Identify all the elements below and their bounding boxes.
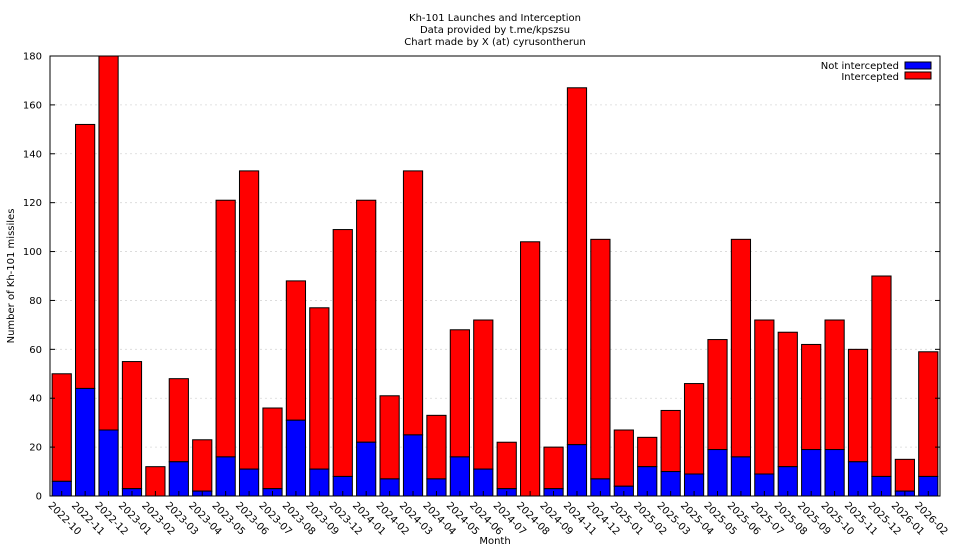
bar-intercepted-2024-07 bbox=[496, 441, 517, 490]
bar-intercepted-2026-02 bbox=[918, 351, 939, 477]
bar-not-intercepted-2025-10 bbox=[824, 449, 845, 497]
chart-title-line-2: Data provided by t.me/kpszsu bbox=[420, 25, 570, 36]
bar-intercepted-2024-02 bbox=[379, 395, 400, 480]
bar-not-intercepted-2025-09 bbox=[801, 449, 822, 497]
bar-not-intercepted-2023-05 bbox=[215, 456, 236, 497]
y-axis-ticks: 0 20 40 60 80 100 120 140 160 180 bbox=[23, 52, 940, 503]
bar-intercepted-2025-05 bbox=[707, 339, 728, 451]
y-tick-label: 20 bbox=[29, 443, 42, 454]
y-tick-label: 160 bbox=[23, 100, 42, 111]
bar-not-intercepted-2025-11 bbox=[847, 461, 869, 497]
y-tick-label: 0 bbox=[36, 492, 42, 503]
legend-swatch-intercepted bbox=[904, 71, 932, 80]
bar-intercepted-2026-01 bbox=[894, 458, 915, 492]
bar-intercepted-2023-03 bbox=[168, 378, 189, 463]
y-axis-label: Number of Kh-101 missiles bbox=[6, 209, 17, 344]
bar-intercepted-2024-04 bbox=[426, 414, 447, 480]
bar-intercepted-2025-08 bbox=[777, 331, 798, 468]
chart-title-line-3: Chart made by X (at) cyrusontherun bbox=[404, 37, 585, 48]
y-tick-label: 180 bbox=[23, 52, 42, 63]
bar-intercepted-2025-10 bbox=[824, 319, 845, 451]
y-tick-label: 140 bbox=[23, 149, 42, 160]
bar-intercepted-2022-11 bbox=[75, 123, 96, 389]
bar-intercepted-2023-01 bbox=[121, 361, 143, 490]
bar-intercepted-2023-06 bbox=[238, 170, 260, 470]
x-axis-ticks: 2022-102022-112022-122023-012023-022023-… bbox=[46, 491, 950, 538]
bar-intercepted-2023-07 bbox=[262, 407, 283, 490]
bar-intercepted-2024-09 bbox=[543, 446, 564, 490]
bar-not-intercepted-2025-05 bbox=[707, 449, 728, 497]
bar-not-intercepted-2023-08 bbox=[285, 419, 307, 497]
bar-not-intercepted-2025-06 bbox=[730, 456, 752, 497]
bar-not-intercepted-2024-11 bbox=[566, 444, 588, 497]
y-tick-label: 120 bbox=[23, 198, 42, 209]
bar-intercepted-2025-01 bbox=[613, 429, 634, 487]
y-tick-label: 100 bbox=[23, 247, 42, 258]
bar-not-intercepted-2024-01 bbox=[356, 441, 377, 497]
bar-intercepted-2025-06 bbox=[730, 238, 752, 458]
legend-label-not-intercepted: Not intercepted bbox=[821, 61, 899, 72]
legend: Not intercepted Intercepted bbox=[821, 61, 932, 83]
bar-intercepted-2025-11 bbox=[847, 348, 869, 463]
bar-intercepted-2024-06 bbox=[473, 319, 494, 470]
bar-not-intercepted-2024-03 bbox=[402, 434, 424, 497]
bar-intercepted-2024-08 bbox=[520, 241, 541, 497]
bar-not-intercepted-2022-12 bbox=[98, 429, 119, 497]
bar-intercepted-2025-02 bbox=[637, 436, 658, 468]
y-tick-label: 80 bbox=[29, 296, 42, 307]
bar-intercepted-2023-09 bbox=[309, 307, 330, 470]
bar-intercepted-2024-01 bbox=[356, 199, 377, 443]
legend-swatch-not-intercepted bbox=[904, 61, 932, 70]
bar-intercepted-2024-05 bbox=[449, 329, 470, 458]
bar-intercepted-2025-12 bbox=[871, 275, 892, 477]
y-tick-label: 40 bbox=[29, 394, 42, 405]
chart-title-line-1: Kh-101 Launches and Interception bbox=[409, 13, 581, 24]
bar-intercepted-2025-04 bbox=[683, 383, 705, 475]
bar-intercepted-2025-07 bbox=[754, 319, 775, 475]
legend-label-intercepted: Intercepted bbox=[841, 72, 899, 83]
bar-not-intercepted-2024-05 bbox=[449, 456, 470, 497]
bar-intercepted-2024-12 bbox=[590, 238, 611, 480]
bar-intercepted-2023-04 bbox=[192, 439, 213, 492]
bar-intercepted-2025-09 bbox=[801, 343, 822, 451]
bar-intercepted-2023-05 bbox=[215, 199, 236, 458]
bars bbox=[51, 55, 939, 497]
y-tick-label: 60 bbox=[29, 345, 42, 356]
bar-intercepted-2023-08 bbox=[285, 280, 307, 421]
bar-intercepted-2022-12 bbox=[98, 55, 119, 431]
bar-intercepted-2024-11 bbox=[566, 87, 588, 446]
x-axis-label: Month bbox=[479, 536, 510, 547]
plot-frame bbox=[49, 55, 941, 497]
chart-title: Kh-101 Launches and Interception Data pr… bbox=[404, 13, 585, 48]
bar-intercepted-2022-10 bbox=[51, 373, 72, 482]
bar-not-intercepted-2022-11 bbox=[75, 387, 96, 497]
bar-intercepted-2024-03 bbox=[402, 170, 424, 436]
bar-intercepted-2023-12 bbox=[332, 229, 353, 477]
bar-not-intercepted-2023-03 bbox=[168, 461, 189, 497]
bar-intercepted-2025-03 bbox=[660, 409, 681, 473]
